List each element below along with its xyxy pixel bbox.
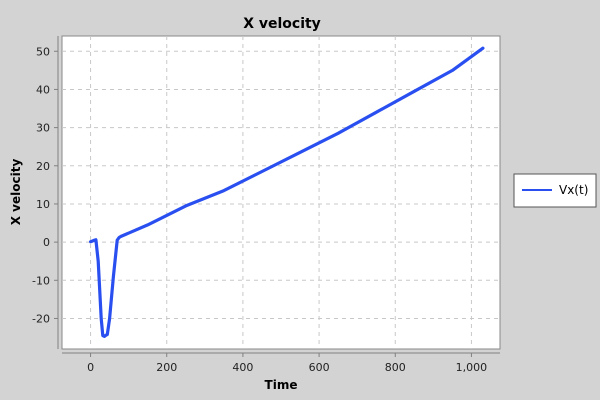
y-tick-label: -10: [32, 274, 50, 287]
x-tick-label: 400: [232, 361, 253, 374]
grid: [62, 36, 500, 349]
series-layer: [88, 46, 485, 338]
y-tick-label: 50: [36, 45, 50, 58]
chart-title: X velocity: [243, 16, 321, 32]
y-tick-label: 20: [36, 160, 50, 173]
y-tick-label: 30: [36, 122, 50, 135]
axes: 0 200 400 600 800 1,000 -20 -10 0 10 20 30 40 50: [32, 36, 500, 374]
legend: Vx(t): [513, 173, 597, 208]
x-tick-label: 200: [156, 361, 177, 374]
y-axis-label: X velocity: [9, 159, 23, 226]
series-line: [88, 46, 485, 338]
plot-area: [61, 35, 501, 350]
x-tick-label: 600: [309, 361, 330, 374]
y-tick-label: 10: [36, 198, 50, 211]
legend-label: Vx(t): [559, 183, 588, 197]
x-tick-label: 800: [385, 361, 406, 374]
y-tick-label: -20: [32, 312, 50, 325]
y-tick-label: 0: [43, 236, 50, 249]
x-axis-label: Time: [265, 378, 298, 392]
x-tick-label: 1,000: [456, 361, 488, 374]
y-tick-label: 40: [36, 83, 50, 96]
x-tick-label: 0: [87, 361, 94, 374]
